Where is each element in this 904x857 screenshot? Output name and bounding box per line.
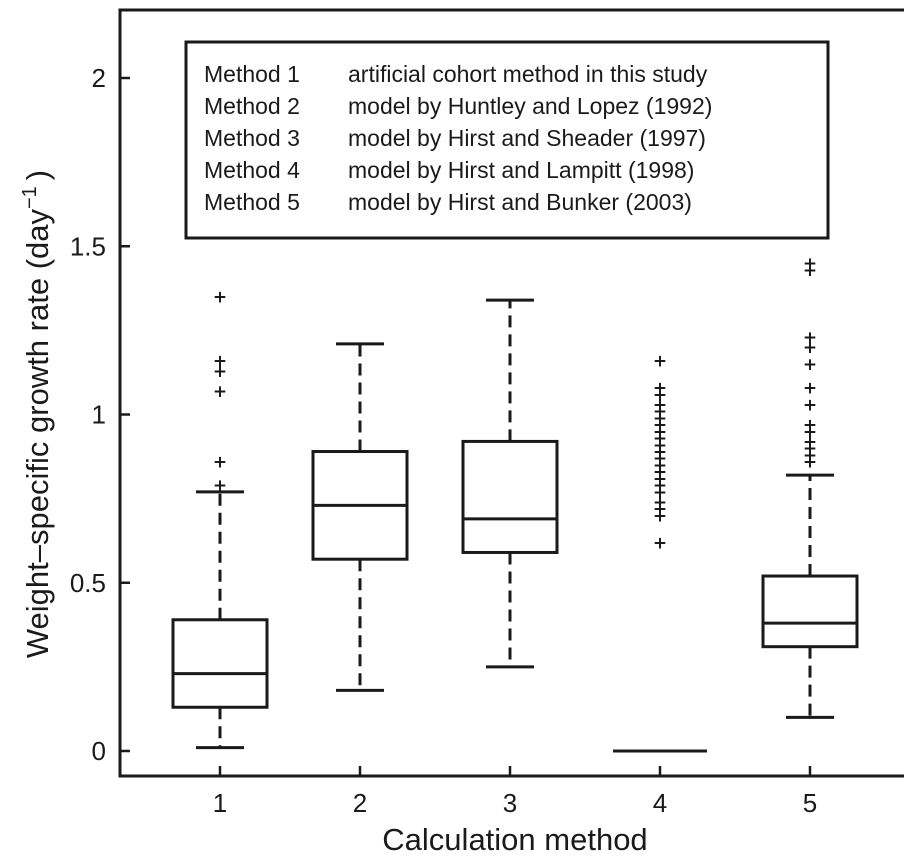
legend-entry: Method 2 model by Huntley and Lopez (1992…	[204, 93, 712, 119]
box-method-5: +++++++++++++	[761, 254, 859, 719]
legend-entry: Method 4 model by Hirst and Lampitt (1998…	[204, 157, 694, 183]
outlier-point: +	[213, 476, 227, 496]
outlier-point: +	[653, 352, 667, 372]
outlier-point: +	[803, 446, 817, 466]
y-axis-label-close: )	[20, 170, 55, 180]
legend-entry-key: Method 1	[204, 61, 300, 87]
outlier-point: +	[213, 362, 227, 382]
box-method-2	[311, 342, 409, 692]
outlier-point: +	[653, 456, 667, 476]
outlier-point: +	[653, 469, 667, 489]
iqr-box	[761, 574, 859, 649]
y-axis-label: Weight–specific growth rate (day−1)	[19, 170, 55, 658]
outlier-point: +	[653, 533, 667, 553]
outlier-point: +	[803, 416, 817, 436]
outlier-point: +	[213, 382, 227, 402]
outlier-point: +	[653, 422, 667, 442]
outlier-point: +	[803, 422, 817, 442]
outlier-point: +	[213, 288, 227, 308]
legend-entry-key: Method 4	[204, 157, 300, 183]
legend-entry-text: model by Hirst and Bunker (2003)	[348, 189, 692, 215]
outlier-point: +	[653, 416, 667, 436]
legend-entry-key: Method 5	[204, 189, 300, 215]
outlier-point: +	[803, 338, 817, 358]
y-tick-label: 1.5	[70, 231, 106, 261]
outlier-point: +	[653, 385, 667, 405]
legend-box	[184, 40, 830, 240]
legend-entry: Method 3 model by Hirst and Sheader (1997…	[204, 125, 706, 151]
outlier-point: +	[653, 443, 667, 463]
outlier-point: +	[653, 500, 667, 520]
outlier-point: +	[803, 328, 817, 348]
y-tick-label: 1	[92, 400, 106, 430]
y-axis-label-main: Weight–specific growth rate (day	[20, 209, 55, 659]
x-tick-label: 1	[213, 788, 227, 818]
outlier-point: +	[803, 395, 817, 415]
iqr-box	[171, 618, 269, 709]
outlier-point: +	[803, 453, 817, 473]
outlier-point: +	[653, 402, 667, 422]
outlier-point: +	[653, 429, 667, 449]
legend-entry-text: model by Huntley and Lopez (1992)	[348, 93, 712, 119]
legend-entry: Method 5 model by Hirst and Bunker (2003)	[204, 189, 692, 215]
outlier-point: +	[653, 506, 667, 526]
outlier-point: +	[213, 352, 227, 372]
x-tick-label: 3	[503, 788, 517, 818]
outlier-point: +	[653, 493, 667, 513]
y-tick-label: 0.5	[70, 568, 106, 598]
x-tick-label: 5	[803, 788, 817, 818]
y-axis: 0 0.5 1 1.5 2	[70, 63, 130, 766]
x-tick-label: 2	[353, 788, 367, 818]
outlier-point: +	[653, 379, 667, 399]
outlier-point: +	[653, 483, 667, 503]
box-method-3	[461, 298, 559, 669]
box-method-4: +++++++++++++++++++++	[613, 352, 707, 753]
iqr-box	[461, 439, 559, 554]
box-method-1: ++++++	[171, 288, 269, 750]
legend-entry-text: artificial cohort method in this study	[348, 61, 708, 87]
x-tick-label: 4	[653, 788, 667, 818]
outlier-point: +	[213, 453, 227, 473]
legend-entry-key: Method 3	[204, 125, 300, 151]
outlier-point: +	[653, 449, 667, 469]
x-axis-label: Calculation method	[382, 822, 647, 857]
x-axis: 1 2 3 4 5	[213, 766, 817, 818]
outlier-point: +	[653, 463, 667, 483]
legend-entry: Method 1 artificial cohort method in this…	[204, 61, 708, 87]
plot-frame	[118, 8, 904, 778]
outlier-point: +	[653, 476, 667, 496]
outlier-point: +	[803, 254, 817, 274]
y-tick-label: 0	[92, 736, 106, 766]
legend-entry-text: model by Hirst and Lampitt (1998)	[348, 157, 694, 183]
outlier-point: +	[803, 432, 817, 452]
outlier-point: +	[803, 355, 817, 375]
outlier-point: +	[653, 409, 667, 429]
legend: Method 1 artificial cohort method in this…	[184, 40, 830, 240]
outlier-point: +	[653, 395, 667, 415]
legend-entry-text: model by Hirst and Sheader (1997)	[348, 125, 706, 151]
outlier-point: +	[803, 261, 817, 281]
outlier-point: +	[653, 436, 667, 456]
y-tick-label: 2	[92, 63, 106, 93]
legend-entry-key: Method 2	[204, 93, 300, 119]
outlier-point: +	[803, 379, 817, 399]
outlier-point: +	[803, 439, 817, 459]
y-axis-label-superscript: −1	[19, 186, 41, 209]
box-series: ++++++++++++++++++++++++++++++++++++++++	[171, 254, 859, 753]
